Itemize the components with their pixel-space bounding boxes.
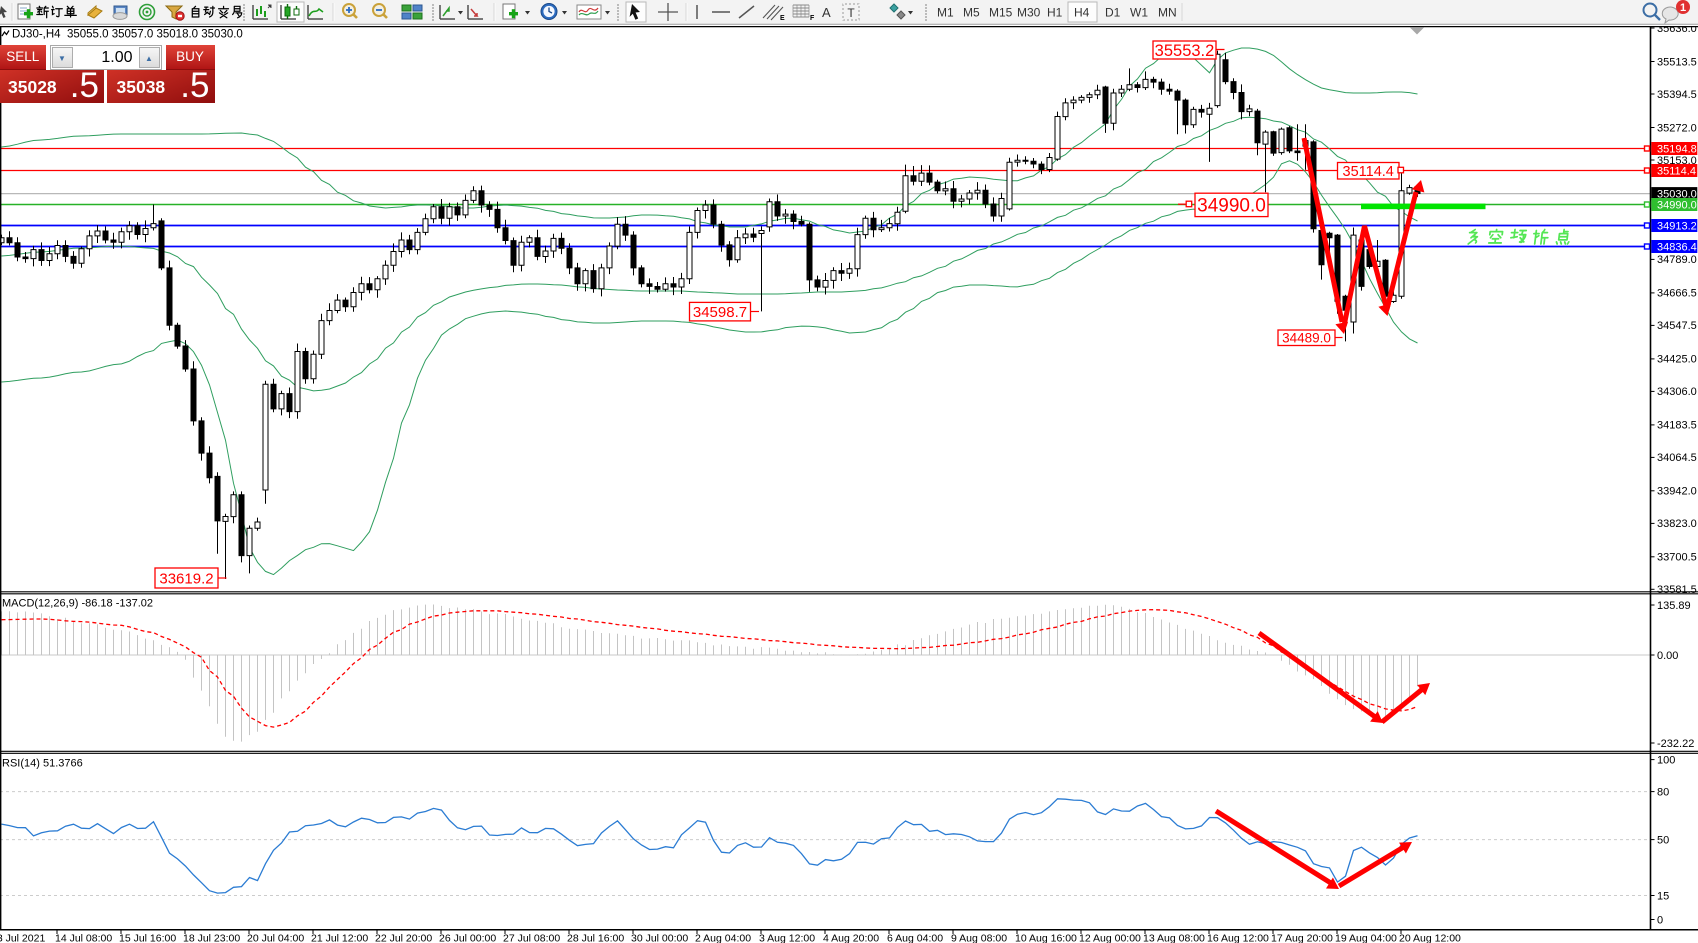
svg-text:3 Aug 12:00: 3 Aug 12:00: [759, 933, 815, 943]
svg-text:4 Aug 20:00: 4 Aug 20:00: [823, 933, 879, 943]
svg-text:17 Aug 20:00: 17 Aug 20:00: [1271, 933, 1333, 943]
svg-text:-232.22: -232.22: [1657, 738, 1694, 750]
svg-text:35513.5: 35513.5: [1657, 56, 1697, 68]
svg-text:34489.0: 34489.0: [1282, 331, 1331, 346]
svg-text:M30: M30: [1017, 6, 1041, 20]
svg-text:20 Jul 04:00: 20 Jul 04:00: [247, 933, 304, 943]
svg-text:34547.5: 34547.5: [1657, 320, 1697, 332]
svg-text:35553.2: 35553.2: [1155, 42, 1215, 60]
svg-text:15: 15: [1657, 890, 1669, 902]
svg-text:34836.4: 34836.4: [1657, 241, 1697, 253]
svg-text:34666.5: 34666.5: [1657, 288, 1697, 300]
svg-text:34789.0: 34789.0: [1657, 254, 1697, 266]
svg-text:E: E: [780, 15, 785, 22]
svg-text:34306.0: 34306.0: [1657, 386, 1697, 398]
svg-text:D1: D1: [1105, 6, 1121, 20]
svg-text:1: 1: [1680, 2, 1686, 14]
svg-text:35194.8: 35194.8: [1657, 143, 1697, 155]
svg-text:M15: M15: [989, 6, 1013, 20]
svg-text:21 Jul 12:00: 21 Jul 12:00: [311, 933, 368, 943]
svg-text:RSI(14) 51.3766: RSI(14) 51.3766: [2, 758, 83, 770]
svg-text:F: F: [810, 15, 815, 22]
svg-text:M1: M1: [937, 6, 954, 20]
svg-text:26 Jul 00:00: 26 Jul 00:00: [439, 933, 496, 943]
svg-text:33581.5: 33581.5: [1657, 584, 1697, 596]
svg-text:W1: W1: [1130, 6, 1148, 20]
svg-text:33619.2: 33619.2: [159, 570, 213, 587]
svg-text:H1: H1: [1047, 6, 1063, 20]
svg-text:13 Jul 2021: 13 Jul 2021: [0, 933, 45, 943]
svg-text:0.00: 0.00: [1657, 650, 1678, 662]
svg-text:MACD(12,26,9) -86.18 -137.02: MACD(12,26,9) -86.18 -137.02: [2, 598, 153, 610]
svg-text:34425.0: 34425.0: [1657, 354, 1697, 366]
svg-text:35153.0: 35153.0: [1657, 155, 1697, 167]
svg-text:50: 50: [1657, 834, 1669, 846]
svg-text:14 Jul 08:00: 14 Jul 08:00: [55, 933, 112, 943]
svg-text:13 Aug 08:00: 13 Aug 08:00: [1143, 933, 1205, 943]
svg-text:T: T: [847, 6, 855, 20]
svg-text:9 Aug 08:00: 9 Aug 08:00: [951, 933, 1007, 943]
svg-text:34183.5: 34183.5: [1657, 420, 1697, 432]
svg-text:19 Aug 04:00: 19 Aug 04:00: [1335, 933, 1397, 943]
svg-text:20 Aug 12:00: 20 Aug 12:00: [1399, 933, 1461, 943]
svg-text:30 Jul 00:00: 30 Jul 00:00: [631, 933, 688, 943]
svg-text:12 Aug 00:00: 12 Aug 00:00: [1079, 933, 1141, 943]
svg-text:35030.0: 35030.0: [1657, 188, 1697, 200]
svg-text:0: 0: [1657, 914, 1663, 926]
svg-text:15 Jul 16:00: 15 Jul 16:00: [119, 933, 176, 943]
svg-text:33700.5: 33700.5: [1657, 552, 1697, 564]
svg-text:2 Aug 04:00: 2 Aug 04:00: [695, 933, 751, 943]
svg-text:18 Jul 23:00: 18 Jul 23:00: [183, 933, 240, 943]
svg-text:22 Jul 20:00: 22 Jul 20:00: [375, 933, 432, 943]
svg-text:16 Aug 12:00: 16 Aug 12:00: [1207, 933, 1269, 943]
svg-text:35394.5: 35394.5: [1657, 89, 1697, 101]
svg-text:34990.0: 34990.0: [1197, 196, 1266, 217]
svg-text:34913.2: 34913.2: [1657, 220, 1697, 232]
svg-text:DJ30-,H4 35055.0 35057.0 3501: DJ30-,H4 35055.0 35057.0 35018.0 35030.0: [12, 29, 243, 41]
svg-text:27 Jul 08:00: 27 Jul 08:00: [503, 933, 560, 943]
svg-text:100: 100: [1657, 754, 1675, 766]
svg-text:A: A: [822, 5, 831, 20]
svg-text:33942.0: 33942.0: [1657, 486, 1697, 498]
svg-text:135.89: 135.89: [1657, 600, 1691, 612]
svg-text:34064.5: 34064.5: [1657, 452, 1697, 464]
svg-text:M5: M5: [963, 6, 980, 20]
svg-text:H4: H4: [1074, 6, 1090, 20]
svg-text:35114.4: 35114.4: [1657, 165, 1696, 177]
svg-text:80: 80: [1657, 786, 1669, 798]
svg-text:35272.0: 35272.0: [1657, 122, 1697, 134]
svg-text:MN: MN: [1158, 6, 1177, 20]
svg-text:34990.0: 34990.0: [1657, 199, 1697, 211]
svg-text:28 Jul 16:00: 28 Jul 16:00: [567, 933, 624, 943]
svg-text:35114.4: 35114.4: [1343, 164, 1394, 180]
svg-text:35636.0: 35636.0: [1657, 26, 1697, 35]
svg-text:34598.7: 34598.7: [693, 304, 747, 321]
svg-text:10 Aug 16:00: 10 Aug 16:00: [1015, 933, 1077, 943]
svg-text:6 Aug 04:00: 6 Aug 04:00: [887, 933, 943, 943]
svg-text:33823.0: 33823.0: [1657, 518, 1697, 530]
